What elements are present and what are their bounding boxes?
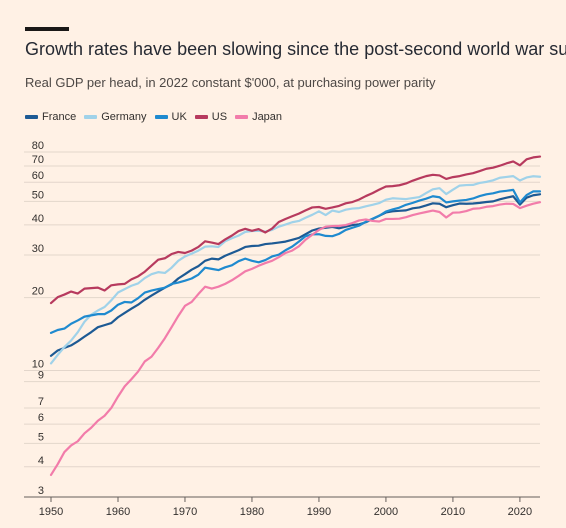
y-tick-label: 9 [38,370,44,382]
y-tick-label: 6 [38,412,44,424]
x-tick-1990: 1990 [307,506,331,518]
y-tick-label: 7 [38,396,44,408]
legend-swatch-us [194,115,208,119]
y-tick-5: 5 [38,431,44,443]
series-lines [49,155,542,477]
legend-item-france: France [25,111,76,123]
x-tick-1950: 1950 [39,506,63,518]
chart-subtitle: Real GDP per head, in 2022 constant $'00… [25,75,436,90]
y-tick-7: 7 [38,396,44,408]
y-tick-label: 5 [38,431,44,443]
y-tick-60: 60 [32,170,44,182]
series-line-uk [49,188,542,335]
y-tick-label: 40 [32,213,44,225]
x-tick-label: 1950 [39,506,63,518]
series-line-germany [49,175,542,365]
x-tick-label: 2020 [508,506,532,518]
header-rule [25,27,69,31]
y-tick-50: 50 [32,189,44,201]
legend-item-germany: Germany [84,111,147,123]
y-tick-9: 9 [38,370,44,382]
x-axis-ticks: 1950 1960 1970 1980 1990 2000 2010 2020 [39,497,532,518]
y-tick-40: 40 [32,213,44,225]
x-tick-label: 1980 [240,506,264,518]
series-line-japan [49,201,542,477]
x-tick-label: 2000 [374,506,398,518]
y-tick-70: 70 [32,154,44,166]
x-tick-1970: 1970 [173,506,197,518]
legend-item-us: US [194,111,228,123]
legend-label-japan: Japan [252,111,283,123]
y-tick-label: 20 [32,286,44,298]
chart-title: Growth rates have been slowing since the… [25,39,566,59]
legend-item-japan: Japan [235,111,282,123]
legend-swatch-uk [154,115,168,119]
y-tick-20: 20 [32,286,44,298]
y-tick-label: 50 [32,189,44,201]
x-tick-1980: 1980 [240,506,264,518]
legend-label-france: France [42,111,77,123]
y-tick-label: 30 [32,243,44,255]
y-tick-6: 6 [38,412,44,424]
y-axis-ticks: 3 4 5 6 7 910 20 30 40 50 60 70 80 [32,140,44,497]
legend-swatch-japan [235,115,249,119]
chart-legend: France Germany UK US Japan [25,111,290,123]
y-tick-30: 30 [32,243,44,255]
y-tick-label: 3 [38,485,44,497]
legend-label-uk: UK [171,111,187,123]
legend-swatch-germany [84,115,98,119]
y-tick-label: 10 [32,358,44,370]
y-tick-label: 4 [38,455,44,467]
x-tick-2010: 2010 [441,506,465,518]
y-tick-80: 80 [32,140,44,152]
x-tick-label: 1960 [106,506,130,518]
x-tick-label: 2010 [441,506,465,518]
legend-item-uk: UK [154,111,187,123]
legend-label-us: US [211,111,228,123]
legend-swatch-france [25,115,38,119]
series-line-france [49,193,542,357]
legend-label-germany: Germany [101,111,147,123]
y-tick-label: 80 [32,140,44,152]
y-tick-4: 4 [38,455,44,467]
y-tick-10: 10 [32,358,44,370]
series-line-us [49,155,542,305]
x-tick-label: 1970 [173,506,197,518]
x-tick-1960: 1960 [106,506,130,518]
y-tick-3: 3 [38,485,44,497]
y-tick-label: 60 [32,170,44,182]
x-tick-2020: 2020 [508,506,532,518]
y-tick-label: 70 [32,154,44,166]
x-tick-2000: 2000 [374,506,398,518]
x-tick-label: 1990 [307,506,331,518]
